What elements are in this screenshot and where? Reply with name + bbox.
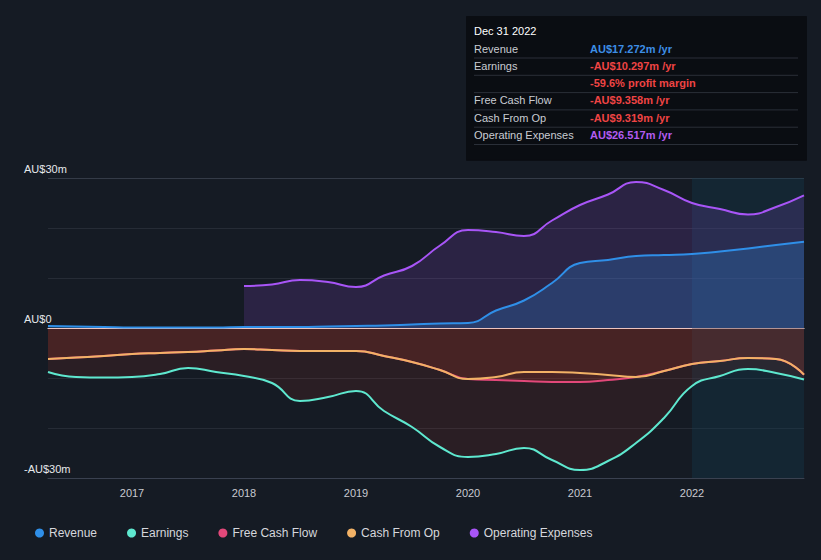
svg-text:-AU$9.358m /yr: -AU$9.358m /yr — [590, 94, 670, 106]
svg-text:Earnings: Earnings — [141, 526, 188, 540]
svg-text:-AU$10.297m /yr: -AU$10.297m /yr — [590, 60, 676, 72]
svg-text:Revenue: Revenue — [49, 526, 97, 540]
svg-text:Free Cash Flow: Free Cash Flow — [474, 94, 552, 106]
svg-text:Cash From Op: Cash From Op — [474, 112, 546, 124]
svg-text:Revenue: Revenue — [474, 43, 518, 55]
svg-text:2017: 2017 — [120, 487, 144, 499]
svg-text:-59.6% profit margin: -59.6% profit margin — [590, 77, 696, 89]
svg-text:-AU$9.319m /yr: -AU$9.319m /yr — [590, 112, 670, 124]
svg-text:Free Cash Flow: Free Cash Flow — [232, 526, 317, 540]
svg-text:2022: 2022 — [680, 487, 704, 499]
svg-text:Operating Expenses: Operating Expenses — [484, 526, 593, 540]
svg-text:2019: 2019 — [344, 487, 368, 499]
svg-text:Cash From Op: Cash From Op — [361, 526, 440, 540]
svg-text:Operating Expenses: Operating Expenses — [474, 129, 574, 141]
svg-text:AU$30m: AU$30m — [24, 163, 67, 175]
svg-text:-AU$30m: -AU$30m — [24, 463, 70, 475]
svg-text:AU$0: AU$0 — [24, 313, 52, 325]
svg-text:Earnings: Earnings — [474, 60, 518, 72]
svg-text:2020: 2020 — [456, 487, 480, 499]
svg-text:Dec 31 2022: Dec 31 2022 — [474, 25, 536, 37]
svg-text:2021: 2021 — [568, 487, 592, 499]
svg-text:2018: 2018 — [232, 487, 256, 499]
svg-text:AU$17.272m /yr: AU$17.272m /yr — [590, 43, 673, 55]
svg-text:AU$26.517m /yr: AU$26.517m /yr — [590, 129, 673, 141]
